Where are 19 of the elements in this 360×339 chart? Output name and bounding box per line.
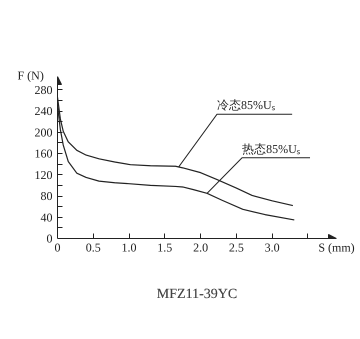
y-tick-label: 280 <box>34 82 52 97</box>
x-tick-label: 1.0 <box>122 240 137 254</box>
y-tick-label: 40 <box>40 210 52 224</box>
x-tick-label: 1.5 <box>157 240 172 254</box>
y-tick-label: 120 <box>34 168 52 182</box>
annotation: 热态85%Uₛ <box>242 142 301 156</box>
y-tick-label: 240 <box>34 104 52 118</box>
y-tick-label: 80 <box>40 189 52 204</box>
y-axis-title: F (N) <box>18 68 44 82</box>
x-tick-label: 2.0 <box>193 240 208 254</box>
x-axis-title: S (mm) <box>318 240 355 254</box>
annotation: 冷态85%Uₛ <box>217 98 276 112</box>
y-tick-label: 200 <box>34 125 52 140</box>
x-tick-label: 0.5 <box>86 240 101 254</box>
x-tick-label: 2.5 <box>228 240 244 254</box>
x-tick-label: 3.0 <box>264 240 280 254</box>
y-tick-label: 160 <box>34 146 52 161</box>
y-tick-label: 0 <box>46 232 52 246</box>
text: MFZ11-39YC <box>156 287 238 302</box>
